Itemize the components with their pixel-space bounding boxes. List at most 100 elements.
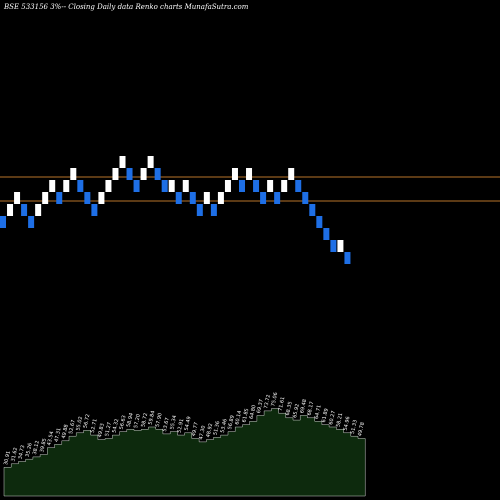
renko-brick-down bbox=[161, 180, 168, 192]
volume-label: 73.72 bbox=[263, 394, 272, 409]
renko-brick-up bbox=[7, 204, 14, 216]
volume-label: 39.85 bbox=[39, 438, 48, 453]
volume-label: 51.33 bbox=[350, 419, 359, 434]
volume-label: 47.30 bbox=[198, 425, 207, 440]
volume-area bbox=[3, 408, 366, 497]
volume-label: 56.63 bbox=[119, 415, 128, 430]
volume-label: 64.80 bbox=[249, 404, 258, 419]
renko-brick-down bbox=[239, 180, 246, 192]
volume-label: 61.85 bbox=[241, 408, 250, 423]
volume-labels: 30.9131.6234.7335.2638.1239.8543.5447.31… bbox=[3, 392, 366, 466]
volume-label: 56.72 bbox=[83, 414, 92, 429]
renko-brick-down bbox=[316, 216, 323, 228]
volume-label: 61.89 bbox=[321, 408, 330, 423]
volume-label: 57.20 bbox=[133, 414, 142, 429]
renko-brick-up bbox=[112, 168, 119, 180]
volume-label: 68.35 bbox=[285, 401, 294, 416]
renko-brick-down bbox=[189, 192, 196, 204]
renko-brick-up bbox=[267, 180, 274, 192]
volume-label: 71.61 bbox=[278, 396, 287, 411]
volume-label: 54.96 bbox=[343, 416, 352, 431]
renko-brick-down bbox=[91, 204, 98, 216]
renko-brick-down bbox=[28, 216, 35, 228]
renko-brick-down bbox=[302, 192, 309, 204]
volume-label: 54.32 bbox=[111, 418, 120, 433]
renko-brick-down bbox=[84, 192, 91, 204]
volume-label: 34.73 bbox=[17, 445, 26, 460]
renko-brick-up bbox=[224, 180, 231, 192]
volume-label: 53.67 bbox=[162, 417, 171, 432]
renko-brick-down bbox=[344, 252, 351, 264]
volume-label: 52.71 bbox=[90, 418, 99, 433]
volume-label: 49.78 bbox=[357, 422, 366, 437]
renko-brick-up bbox=[49, 180, 56, 192]
volume-label: 49.88 bbox=[61, 424, 70, 439]
volume-label: 60.14 bbox=[234, 410, 243, 425]
volume-label: 58.72 bbox=[140, 412, 149, 427]
chart-title: BSE 533156 3%-- Closing Daily data Renko… bbox=[3, 3, 249, 11]
renko-brick-down bbox=[323, 228, 330, 240]
renko-brick-up bbox=[147, 156, 154, 168]
renko-brick-up bbox=[14, 192, 21, 204]
volume-label: 55.02 bbox=[75, 416, 84, 431]
renko-brick-down bbox=[77, 180, 84, 192]
volume-label: 58.21 bbox=[335, 412, 344, 427]
volume-label: 69.48 bbox=[299, 399, 308, 414]
renko-bricks bbox=[0, 156, 351, 264]
volume-label: 60.27 bbox=[328, 410, 337, 425]
renko-brick-down bbox=[260, 192, 267, 204]
renko-brick-up bbox=[119, 156, 126, 168]
volume-label: 51.27 bbox=[104, 422, 113, 437]
renko-brick-up bbox=[168, 180, 175, 192]
volume-label: 53.46 bbox=[220, 418, 229, 433]
volume-label: 30.91 bbox=[3, 450, 12, 465]
renko-brick-up bbox=[105, 180, 112, 192]
volume-label: 47.31 bbox=[54, 427, 63, 442]
volume-label: 58.94 bbox=[126, 412, 135, 427]
renko-brick-down bbox=[56, 192, 63, 204]
renko-brick-up bbox=[217, 192, 224, 204]
volume-label: 68.17 bbox=[306, 401, 315, 416]
volume-label: 55.34 bbox=[169, 415, 178, 430]
volume-label: 51.36 bbox=[213, 421, 222, 436]
renko-brick-up bbox=[70, 168, 77, 180]
renko-brick-down bbox=[309, 204, 316, 216]
renko-brick-up bbox=[182, 180, 189, 192]
volume-label: 64.71 bbox=[314, 404, 323, 419]
renko-brick-down bbox=[253, 180, 260, 192]
volume-label: 65.92 bbox=[292, 403, 301, 418]
volume-panel bbox=[3, 408, 366, 497]
volume-label: 43.54 bbox=[46, 431, 55, 446]
volume-label: 49.77 bbox=[191, 422, 200, 437]
renko-brick-up bbox=[35, 204, 42, 216]
volume-label: 52.67 bbox=[68, 419, 77, 434]
renko-brick-up bbox=[281, 180, 288, 192]
volume-label: 57.90 bbox=[155, 412, 164, 427]
renko-brick-down bbox=[210, 204, 217, 216]
renko-brick-down bbox=[295, 180, 302, 192]
renko-brick-down bbox=[21, 204, 28, 216]
renko-brick-down bbox=[274, 192, 281, 204]
volume-label: 38.12 bbox=[32, 440, 41, 455]
renko-brick-up bbox=[231, 168, 238, 180]
renko-brick-down bbox=[175, 192, 182, 204]
renko-brick-up bbox=[63, 180, 70, 192]
renko-brick-down bbox=[133, 180, 140, 192]
renko-brick-down bbox=[126, 168, 133, 180]
volume-label: 49.83 bbox=[97, 423, 106, 438]
volume-label: 31.62 bbox=[10, 447, 19, 462]
renko-brick-down bbox=[154, 168, 161, 180]
volume-label: 54.49 bbox=[184, 416, 193, 431]
renko-brick-up bbox=[337, 240, 344, 252]
volume-label: 48.92 bbox=[205, 423, 214, 438]
volume-label: 52.91 bbox=[176, 418, 185, 433]
renko-brick-up bbox=[42, 192, 49, 204]
renko-brick-down bbox=[196, 204, 203, 216]
volume-label: 75.06 bbox=[270, 392, 279, 407]
volume-label: 59.84 bbox=[148, 410, 157, 425]
volume-label: 35.26 bbox=[25, 442, 34, 457]
volume-label: 56.89 bbox=[227, 415, 236, 430]
